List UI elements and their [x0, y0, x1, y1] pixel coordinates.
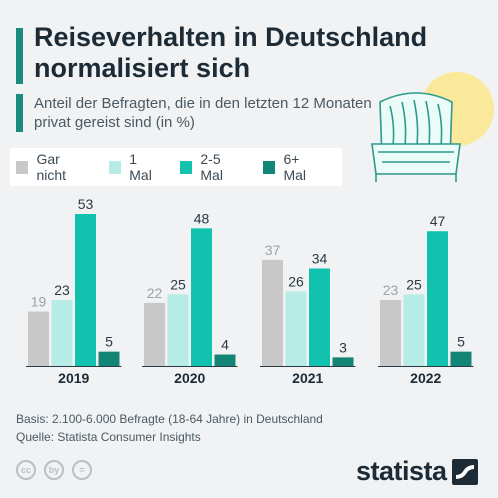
data-label: 23 [383, 282, 399, 298]
beach-chair-illustration [371, 92, 461, 182]
bar-2021-2-5-mal [309, 268, 330, 366]
bar-2019-6-mal [98, 351, 120, 366]
data-label: 22 [147, 285, 163, 301]
bar-2019-1-mal [51, 300, 73, 366]
data-label: 25 [170, 276, 186, 292]
legend-item-1-mal: 1 Mal [108, 151, 162, 183]
bar-2020-gar-nicht [144, 302, 165, 366]
bar-2021-gar-nicht [262, 259, 283, 366]
legend-swatch [179, 160, 193, 174]
statista-logo-icon [451, 458, 478, 485]
legend-label: Gar nicht [36, 151, 67, 183]
bar-2020-1-mal [167, 294, 189, 366]
legend-item-2-5-mal: 2-5 Mal [179, 151, 245, 183]
legend-label: 1 Mal [129, 151, 152, 183]
legend-swatch [263, 160, 276, 174]
bar-2019-gar-nicht [28, 311, 49, 366]
category-label: 2020 [174, 370, 205, 386]
chart-legend: Gar nicht 1 Mal 2-5 Mal 6+ Mal [10, 148, 342, 186]
footer-source: Quelle: Statista Consumer Insights [16, 430, 201, 444]
license-icons: cc by = [16, 460, 100, 480]
chart-title: Reiseverhalten in Deutschland normalisie… [34, 22, 428, 83]
data-label: 25 [406, 276, 422, 292]
bar-2022-6-mal [450, 351, 472, 366]
data-label: 26 [288, 273, 304, 289]
creative-commons-icon[interactable]: cc [16, 460, 36, 480]
data-label: 4 [221, 337, 229, 353]
bar-chart: 19 23 53 5 2019 22 25 48 4 2020 37 26 34 3 2021 23 25 47 5… [26, 196, 474, 386]
data-label: 5 [105, 334, 113, 350]
subtitle-accent-bar [16, 94, 23, 132]
legend-swatch [16, 160, 29, 174]
category-label: 2021 [292, 370, 323, 386]
bar-2020-2-5-mal [191, 228, 212, 366]
statista-logo[interactable]: statista [356, 456, 478, 487]
legend-item-gar-nicht: Gar nicht [16, 151, 91, 183]
chart-subtitle: Anteil der Befragten, die in den letzten… [34, 95, 372, 131]
bar-2022-2-5-mal [427, 231, 448, 366]
legend-item-6-plus-mal: 6+ Mal [263, 151, 324, 183]
data-label: 23 [54, 282, 70, 298]
title-accent-bar [16, 28, 23, 84]
legend-swatch [108, 160, 122, 174]
bar-2022-1-mal [403, 294, 425, 366]
data-label: 34 [312, 250, 328, 266]
data-label: 47 [430, 213, 446, 229]
category-label: 2019 [58, 370, 89, 386]
logo-text: statista [356, 456, 447, 486]
bar-2019-2-5-mal [75, 214, 96, 366]
attribution-icon[interactable]: by [44, 460, 64, 480]
category-label: 2022 [410, 370, 441, 386]
bar-2020-6-mal [214, 354, 236, 366]
bar-2022-gar-nicht [380, 300, 401, 366]
legend-label: 2-5 Mal [200, 151, 223, 183]
legend-label: 6+ Mal [283, 151, 306, 183]
bar-2021-6-mal [332, 357, 354, 366]
data-label: 5 [457, 334, 465, 350]
bar-2021-1-mal [285, 291, 307, 366]
data-label: 53 [78, 196, 94, 212]
data-label: 37 [265, 242, 281, 258]
no-derivatives-icon[interactable]: = [72, 460, 92, 480]
data-label: 19 [31, 294, 47, 310]
data-label: 48 [194, 210, 210, 226]
data-label: 3 [339, 339, 347, 355]
footer-basis: Basis: 2.100-6.000 Befragte (18-64 Jahre… [16, 412, 323, 426]
